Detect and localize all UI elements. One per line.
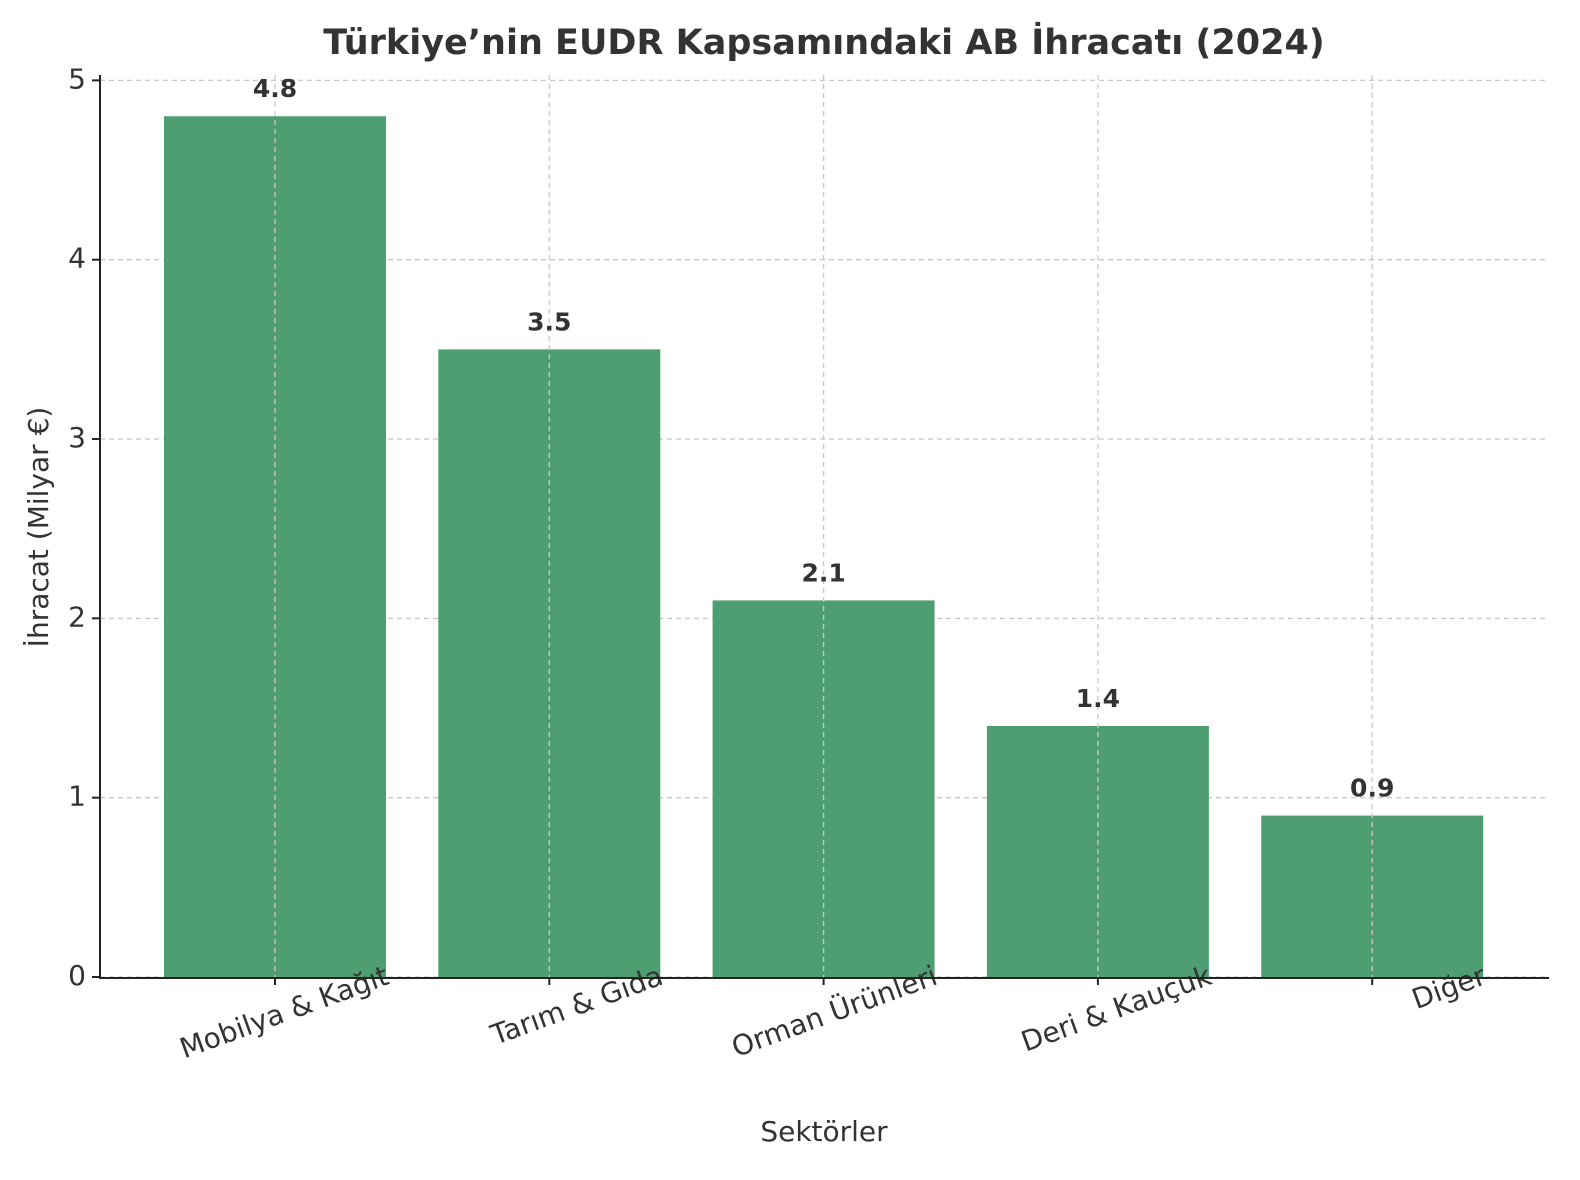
chart-title: Türkiye’nin EUDR Kapsamındaki AB İhracat… xyxy=(323,21,1325,63)
y-tick-label: 1 xyxy=(68,780,86,813)
data-label: 3.5 xyxy=(527,307,571,336)
y-tick-label: 2 xyxy=(68,600,86,633)
y-tick-label: 5 xyxy=(68,62,86,95)
data-label: 4.8 xyxy=(253,74,297,103)
data-label: 1.4 xyxy=(1076,684,1120,713)
y-tick-label: 3 xyxy=(68,421,86,454)
y-axis-label: İhracat (Milyar €) xyxy=(22,407,55,648)
y-tick-label: 0 xyxy=(68,959,86,992)
x-axis-label: Sektörler xyxy=(760,1115,888,1148)
data-label: 0.9 xyxy=(1350,774,1394,803)
y-tick-label: 4 xyxy=(68,242,86,275)
data-label: 2.1 xyxy=(801,558,845,587)
